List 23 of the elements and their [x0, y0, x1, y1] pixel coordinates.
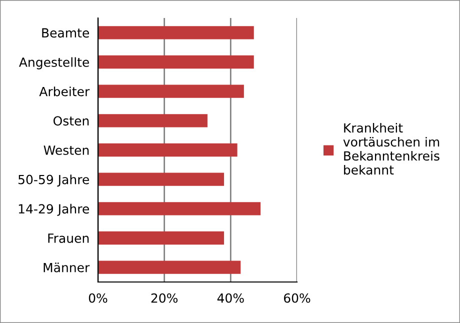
- x-tick-label: 60%: [284, 293, 310, 303]
- bar: [98, 231, 224, 245]
- y-tick-label: 14-29 Jahre: [18, 204, 89, 216]
- y-tick-label: Beamte: [42, 28, 89, 38]
- x-tick-label: 20%: [151, 293, 178, 303]
- bar: [98, 114, 208, 128]
- bar: [98, 84, 244, 98]
- bar: [98, 55, 254, 69]
- x-tick-label: 40%: [217, 293, 244, 303]
- bar: [98, 172, 224, 186]
- y-tick-label: 50-59 Jahre: [18, 174, 89, 187]
- bar: [98, 26, 254, 40]
- y-tick-label: Arbeiter: [39, 86, 90, 96]
- bar: [98, 202, 261, 216]
- x-tick-label: 0%: [88, 293, 108, 303]
- bar: [98, 260, 241, 274]
- bar: [98, 143, 238, 157]
- y-tick-label: Männer: [44, 262, 90, 272]
- y-tick-label: Osten: [54, 116, 89, 126]
- y-tick-label: Frauen: [48, 234, 89, 243]
- y-tick-label: Westen: [44, 146, 89, 155]
- y-tick-label: Angestellte: [19, 57, 89, 70]
- legend-label: Krankheit vortäuschen im Bekanntenkreis bekannt: [343, 122, 440, 175]
